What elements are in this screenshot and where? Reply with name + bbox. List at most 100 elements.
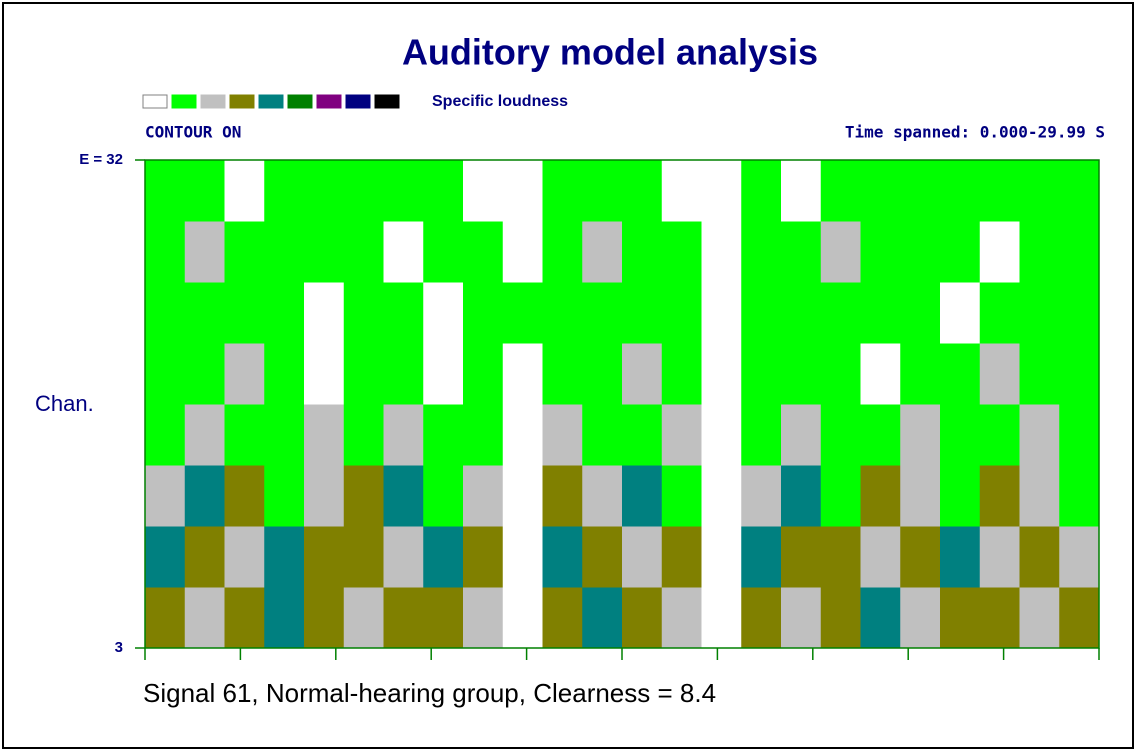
heatmap-cell [980,221,1020,283]
heatmap-cell [185,404,225,466]
heatmap-cell [463,282,503,344]
heatmap-cell [463,343,503,405]
heatmap-cell [463,526,503,588]
heatmap-cell [264,343,304,405]
heatmap-cell [582,526,622,588]
heatmap-cell [423,587,463,649]
heatmap-cell [582,282,622,344]
heatmap-cell [662,343,702,405]
heatmap-cell [861,221,901,283]
y-tick-label: E = 32 [79,151,123,168]
heatmap-cell [543,404,583,466]
heatmap-cell [1059,404,1099,466]
legend-swatch [230,95,254,108]
heatmap-cell [940,282,980,344]
heatmap-cell [225,587,265,649]
heatmap-cell [940,160,980,222]
legend-swatch [201,95,225,108]
heatmap-cell [384,526,424,588]
legend-swatch [375,95,399,108]
heatmap-cell [702,221,742,283]
heatmap-cell [861,404,901,466]
legend-swatch [346,95,370,108]
heatmap-cell [980,404,1020,466]
heatmap-cell [1059,160,1099,222]
heatmap-cell [980,526,1020,588]
heatmap-cell [781,404,821,466]
heatmap-cell [264,221,304,283]
heatmap-cell [980,282,1020,344]
heatmap-cell [225,526,265,588]
heatmap-cell [145,160,185,222]
heatmap-cell [384,160,424,222]
heatmap-cell [781,160,821,222]
heatmap-cell [741,343,781,405]
heatmap-cell [662,160,702,222]
heatmap-cell [185,282,225,344]
heatmap-cell [503,526,543,588]
heatmap-cell [1020,465,1060,527]
heatmap-cell [622,221,662,283]
heatmap-cell [423,282,463,344]
heatmap-cell [344,221,384,283]
heatmap-cell [304,282,344,344]
heatmap-cell [344,404,384,466]
heatmap-cell [225,160,265,222]
heatmap-cell [185,160,225,222]
heatmap-cell [304,526,344,588]
heatmap-cell [1059,221,1099,283]
heatmap-cell [662,465,702,527]
caption: Signal 61, Normal-hearing group, Clearne… [143,678,716,708]
heatmap-cell [781,465,821,527]
legend-swatch [288,95,312,108]
heatmap-cell [861,587,901,649]
heatmap-cell [940,221,980,283]
heatmap-cell [145,221,185,283]
heatmap [145,160,1100,649]
heatmap-cell [145,526,185,588]
heatmap-cell [344,587,384,649]
heatmap-cell [821,526,861,588]
heatmap-cell [821,465,861,527]
heatmap-cell [741,587,781,649]
heatmap-cell [662,526,702,588]
heatmap-cell [741,221,781,283]
heatmap-cell [622,160,662,222]
heatmap-cell [861,343,901,405]
heatmap-cell [264,282,304,344]
heatmap-cell [1020,526,1060,588]
heatmap-cell [344,465,384,527]
heatmap-cell [900,343,940,405]
heatmap-cell [145,282,185,344]
heatmap-cell [264,526,304,588]
heatmap-cell [1020,282,1060,344]
heatmap-cell [582,587,622,649]
heatmap-cell [543,282,583,344]
heatmap-cell [1020,221,1060,283]
heatmap-cell [741,404,781,466]
heatmap-cell [821,282,861,344]
heatmap-cell [344,526,384,588]
heatmap-cell [980,160,1020,222]
heatmap-cell [940,343,980,405]
heatmap-cell [900,282,940,344]
heatmap-cell [423,160,463,222]
heatmap-cell [582,160,622,222]
heatmap-cell [384,221,424,283]
heatmap-cell [582,221,622,283]
heatmap-cell [1020,343,1060,405]
heatmap-cell [543,221,583,283]
heatmap-cell [543,343,583,405]
heatmap-cell [1059,465,1099,527]
heatmap-cell [702,282,742,344]
heatmap-cell [1059,526,1099,588]
heatmap-cell [662,282,702,344]
heatmap-cell [702,160,742,222]
heatmap-cell [980,465,1020,527]
heatmap-cell [900,587,940,649]
heatmap-cell [503,343,543,405]
chart-title: Auditory model analysis [402,32,818,73]
heatmap-cell [781,221,821,283]
heatmap-cell [344,160,384,222]
heatmap-cell [702,465,742,527]
